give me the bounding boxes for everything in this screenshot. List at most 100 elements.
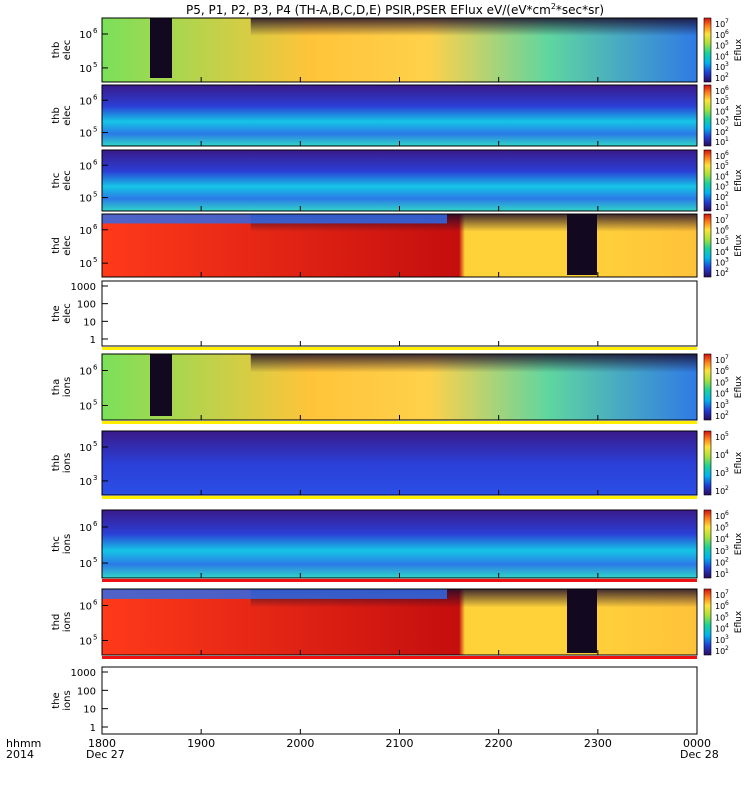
colorbar: [703, 353, 712, 421]
colorbar-tick-exponent: 2: [725, 556, 729, 563]
colorbar-tick-exponent: 7: [725, 354, 729, 361]
colorbar-label-text: Eflux: [734, 375, 744, 398]
colorbar-tick-label: 10: [715, 625, 725, 634]
colorbar-tick-exponent: 5: [725, 95, 729, 102]
colorbar-tick-exponent: 5: [725, 611, 729, 618]
svg-text:P5, P1, P2, P3, P4 (TH-A,B,C,D: P5, P1, P2, P3, P4 (TH-A,B,C,D,E) PSIR,P…: [186, 2, 604, 17]
colorbar-tick-label: 10: [715, 412, 725, 421]
y-tick-label: 10: [79, 367, 92, 378]
panel-label: thd ions: [51, 612, 73, 632]
colorbar-tick-label: 10: [715, 128, 725, 137]
panel-label-probe: the: [51, 305, 62, 321]
x-tick-label: 0000: [683, 737, 711, 750]
y-tick-label: 10: [79, 559, 92, 570]
colorbar-tick-label: 10: [715, 269, 725, 278]
y-tick-exponent: 5: [93, 633, 97, 641]
panel-label: the ions: [51, 690, 73, 710]
y-tick-exponent: 6: [93, 520, 98, 528]
y-tick-label: 100: [77, 686, 96, 697]
colorbar-tick-label: 10: [715, 535, 725, 544]
y-tick-label: 10: [79, 401, 92, 412]
panel-label-probe: thb: [51, 107, 62, 124]
colorbar-label: Eflux: [734, 38, 744, 61]
colorbar-tick-label: 10: [715, 74, 725, 83]
colorbar-tick-label: 10: [715, 356, 725, 365]
spectrogram-top-band: [102, 589, 447, 599]
colorbar-label: Eflux: [734, 234, 744, 257]
y-tick-label: 10: [79, 259, 92, 270]
colorbar-tick-label: 10: [715, 647, 725, 656]
y-tick-label: 10: [79, 636, 92, 647]
x-tick-label: 1900: [187, 737, 215, 750]
colorbar-tick-exponent: 4: [725, 50, 729, 57]
colorbar-tick-exponent: 2: [725, 645, 729, 652]
colorbar-tick-label: 10: [715, 451, 725, 460]
x-corner-label-year: 2014: [6, 748, 34, 761]
colorbar-tick-exponent: 6: [725, 150, 729, 157]
spectrogram-fill: [102, 150, 697, 211]
status-flag-bar: [102, 579, 697, 582]
panel-label-probe: thb: [51, 42, 62, 59]
colorbar-tick-exponent: 4: [725, 105, 729, 112]
colorbar-tick-exponent: 7: [725, 18, 729, 25]
panel-label-probe: tha: [51, 379, 62, 395]
panel-label: thc elec: [51, 170, 73, 191]
y-tick-label: 1000: [71, 668, 96, 679]
colorbar-tick-label: 10: [715, 227, 725, 236]
panel-label-species: ions: [62, 453, 73, 473]
colorbar-tick-label: 10: [715, 636, 725, 645]
colorbar-tick-exponent: 3: [725, 116, 729, 123]
title-main: P5, P1, P2, P3, P4 (TH-A,B,C,D,E) PSIR,P…: [186, 3, 551, 17]
panel-label-species: elec: [62, 105, 73, 126]
y-tick-label: 10: [79, 602, 92, 613]
status-flag-bar: [102, 421, 697, 424]
panel-label-species: ions: [62, 612, 73, 632]
panel-label: thc ions: [51, 534, 73, 554]
y-tick-label: 10: [79, 443, 92, 454]
panel-frame: [101, 666, 698, 735]
colorbar-tick-exponent: 4: [725, 449, 729, 456]
panel-label-probe: thc: [51, 536, 62, 552]
colorbar-tick-label: 10: [715, 558, 725, 567]
panel-label: thb elec: [51, 40, 73, 61]
colorbar: [703, 588, 712, 656]
colorbar-tick-label: 10: [715, 118, 725, 127]
colorbar-tick-exponent: 6: [725, 225, 729, 232]
colorbar-tick-exponent: 3: [725, 399, 729, 406]
colorbar-label-text: Eflux: [734, 38, 744, 61]
x-tick-label: 2000: [286, 737, 314, 750]
y-tick-exponent: 6: [93, 158, 98, 166]
colorbar-tick-label: 10: [715, 433, 725, 442]
spectrogram-dark-band: [250, 18, 697, 36]
colorbar-label: Eflux: [734, 375, 744, 398]
colorbar-label: Eflux: [734, 104, 744, 127]
colorbar-tick-label: 10: [715, 378, 725, 387]
colorbar-tick-exponent: 3: [725, 467, 729, 474]
colorbar-tick-label: 10: [715, 591, 725, 600]
colorbar-tick-exponent: 1: [725, 136, 729, 143]
y-tick-label: 10: [79, 161, 92, 172]
y-tick-exponent: 5: [93, 556, 97, 564]
colorbar-tick-exponent: 2: [725, 191, 729, 198]
colorbar-tick-exponent: 2: [725, 410, 729, 417]
y-tick-exponent: 6: [93, 223, 98, 231]
colorbar-label-text: Eflux: [734, 610, 744, 633]
y-tick-label: 10: [79, 129, 92, 140]
y-tick-exponent: 6: [93, 93, 98, 101]
colorbar-tick-exponent: 7: [725, 214, 729, 221]
colorbar: [703, 17, 712, 83]
y-tick-label: 10: [79, 96, 92, 107]
panel-label-species: ions: [62, 534, 73, 554]
colorbar-tick-exponent: 1: [725, 201, 729, 208]
panel-frame: [101, 280, 698, 347]
colorbar-tick-exponent: 4: [725, 533, 729, 540]
spectrogram-fill: [102, 510, 697, 578]
colorbar-tick-exponent: 5: [725, 522, 729, 529]
colorbar-tick-label: 10: [715, 367, 725, 376]
panel-label-species: elec: [62, 235, 73, 256]
colorbar-tick-label: 10: [715, 97, 725, 106]
